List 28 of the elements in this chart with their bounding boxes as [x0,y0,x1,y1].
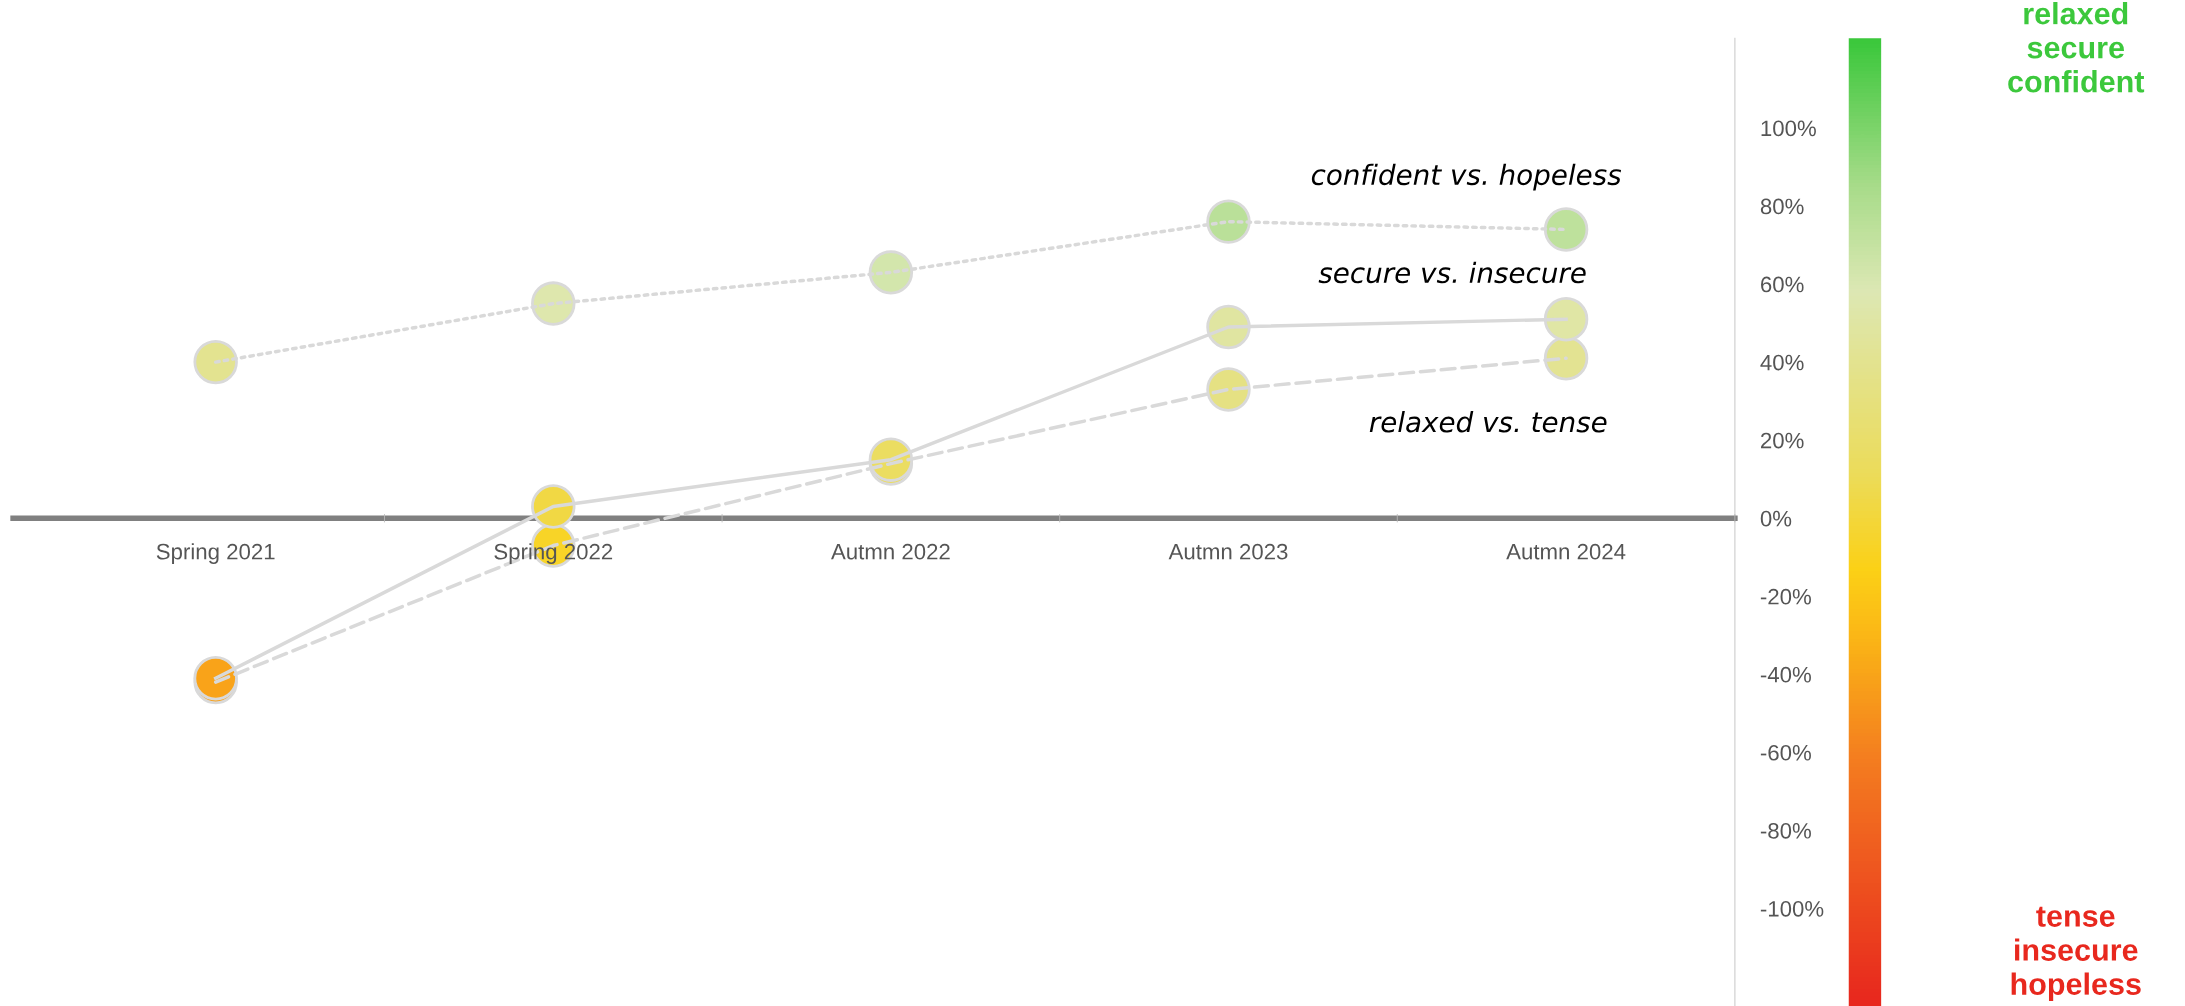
y-tick-label: 40% [1760,354,1804,371]
point [531,281,576,326]
point [1543,207,1589,252]
y-tick-label: -100% [1760,900,1824,917]
x-tick-label: Spring 2021 [156,543,275,564]
y-tick-label: 0% [1760,510,1792,527]
point [868,250,914,295]
y-tick-label: -60% [1760,744,1811,761]
series-label: confident vs. hopeless [1311,163,1622,191]
y-tick-label: 100% [1761,120,1816,137]
y-tick-label: 80% [1760,198,1804,215]
point [531,484,576,529]
y-tick-label: -40% [1760,666,1811,683]
x-tick-label: Autmn 2022 [831,543,950,560]
point [1543,296,1589,342]
y-tick-label: 60% [1761,276,1804,293]
point [1206,199,1251,244]
point [1206,367,1251,412]
text: relaxed secure confident [2008,2,2145,93]
point [193,339,238,385]
y-tick-label: 20% [1761,432,1804,449]
series-label: secure vs. insecure [1318,261,1586,284]
x-tick-label: Autmn 2024 [1506,543,1626,560]
text: tense insecure hopeless [2011,906,2141,1001]
series-label: relaxed vs. tense [1369,410,1607,433]
y-tick-label: -80% [1760,822,1811,839]
x-tick-label: Autmn 2023 [1168,543,1288,560]
y-tick-label: -20% [1760,588,1811,605]
